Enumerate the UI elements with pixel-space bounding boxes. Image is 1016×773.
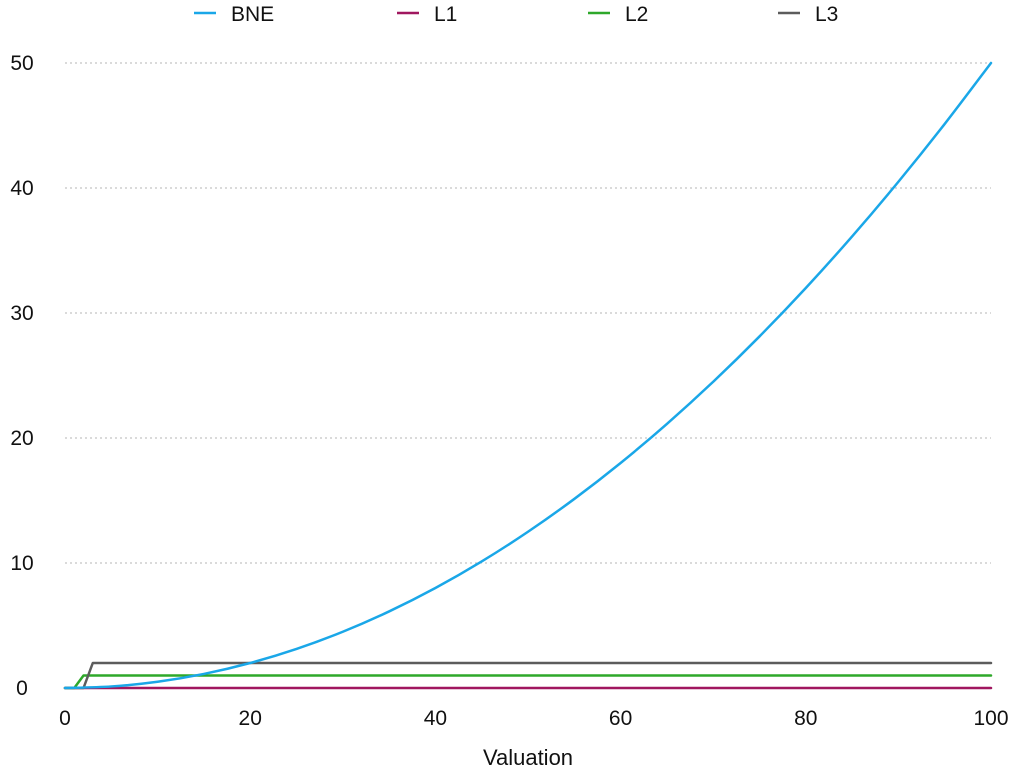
- legend: BNE L1 L2 L3: [194, 3, 838, 26]
- y-tick-label: 50: [10, 52, 33, 75]
- x-tick-label: 60: [609, 707, 632, 730]
- gridlines: [65, 62, 991, 564]
- legend-item-l1[interactable]: L1: [397, 3, 457, 26]
- y-tick-label: 30: [10, 302, 33, 325]
- legend-label: L1: [434, 3, 457, 26]
- x-tick-label: 0: [59, 707, 71, 730]
- legend-item-bne[interactable]: BNE: [194, 3, 274, 26]
- y-tick-label: 20: [10, 427, 33, 450]
- series-line-bne: [63, 61, 993, 690]
- legend-item-l2[interactable]: L2: [588, 3, 648, 26]
- y-axis-ticks: 0 10 20 30 40 50: [10, 52, 33, 700]
- x-tick-label: 40: [424, 707, 447, 730]
- legend-label: BNE: [231, 3, 274, 26]
- legend-label: L2: [625, 3, 648, 26]
- legend-item-l3[interactable]: L3: [778, 3, 838, 26]
- series-lines: [63, 61, 993, 690]
- y-tick-label: 0: [16, 677, 28, 700]
- x-axis-ticks: 0 20 40 60 80 100: [59, 707, 1008, 730]
- y-tick-label: 10: [10, 552, 33, 575]
- y-tick-label: 40: [10, 177, 33, 200]
- series-line-l2: [63, 674, 993, 690]
- legend-label: L3: [815, 3, 838, 26]
- x-tick-label: 80: [794, 707, 817, 730]
- x-tick-label: 20: [239, 707, 262, 730]
- x-axis-title: Valuation: [483, 745, 573, 770]
- x-tick-label: 100: [973, 707, 1008, 730]
